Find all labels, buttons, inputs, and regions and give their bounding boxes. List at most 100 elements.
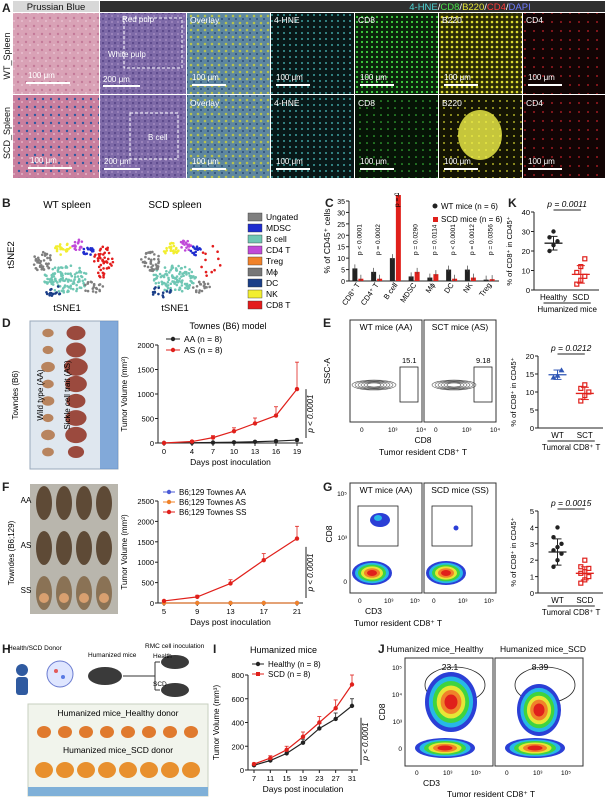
tsne-dot	[52, 275, 56, 278]
x-tick-label: 9	[195, 607, 199, 616]
x-tick-label: SCD	[576, 596, 593, 605]
y-tick-label: 0	[530, 589, 534, 598]
tsne-dot	[49, 258, 52, 262]
tumor	[56, 762, 74, 778]
tsne-dot	[42, 267, 45, 271]
tsne-dot	[174, 247, 178, 251]
mouse	[96, 486, 112, 520]
facs-subtitle: Tumor resident CD8⁺ T	[379, 447, 467, 457]
tsne-dot	[191, 286, 195, 289]
data-point	[300, 734, 306, 739]
svg-text:B220: B220	[442, 98, 462, 108]
data-point	[582, 256, 588, 262]
tsne-dot	[78, 279, 81, 282]
tsne-dot	[82, 271, 86, 275]
tumor	[42, 345, 54, 355]
tsne-dot	[78, 248, 81, 251]
x-tick-label: 0	[432, 598, 436, 605]
svg-text:Sickle cell trait (AS): Sickle cell trait (AS)	[63, 360, 72, 430]
svg-text:SS: SS	[21, 586, 32, 595]
tsne-dot	[69, 272, 72, 275]
tsne-dot	[180, 289, 184, 293]
svg-text:WT spleen: WT spleen	[43, 200, 91, 211]
x-axis-label: Days post inoculation	[263, 784, 344, 794]
x-tick-label: 10³	[458, 598, 468, 605]
data-point	[578, 398, 584, 404]
tsne-dot	[46, 281, 50, 284]
tsne-dot	[102, 267, 105, 270]
tsne-dot	[61, 279, 65, 282]
svg-text:RMC cell inoculation: RMC cell inoculation	[145, 643, 205, 650]
legend-entry: B6;129 Townes AA	[179, 488, 247, 497]
tsne-dot	[48, 280, 52, 283]
tsne-dot	[73, 240, 77, 244]
tsne-dot	[165, 290, 169, 293]
x-tick-label: 0	[434, 427, 438, 434]
data-point	[547, 248, 552, 254]
facs-subtitle: Tumor resident CD8⁺ T	[447, 789, 535, 799]
tsne-dot	[164, 272, 167, 276]
tsne-dot	[36, 261, 39, 264]
tsne-dot	[98, 249, 102, 252]
tsne-dot	[195, 245, 199, 249]
tsne-dot	[69, 284, 73, 288]
panel-h-schematic: Health/SCD Donor Humanized mice RMC cell…	[8, 643, 209, 797]
tsne-dot	[195, 285, 199, 288]
tsne-dot	[147, 257, 151, 261]
tsne-dot	[194, 250, 198, 254]
y-tick-label: 500	[141, 579, 154, 588]
tsne-dot	[56, 285, 60, 288]
tsne-dot	[144, 252, 148, 255]
svg-text:Humanized mice: Humanized mice	[88, 652, 137, 659]
bar	[464, 269, 470, 281]
p-value: p < 0.0001	[361, 722, 370, 761]
x-tick-label: Healthy	[540, 293, 567, 302]
tsne-dot	[187, 272, 191, 275]
x-tick-label: WT	[551, 431, 564, 440]
tsne-dot	[41, 250, 45, 254]
tsne-dot	[36, 256, 40, 260]
x-tick-label: 10³	[462, 427, 472, 434]
legend-entry: Mϕ	[266, 267, 278, 277]
y-tick-label: 600	[231, 695, 244, 704]
mouse	[76, 531, 92, 565]
tile-cd8-scd	[355, 95, 438, 178]
data-point	[349, 703, 355, 709]
tsne-dot	[69, 264, 73, 268]
legend-entry: B6;129 Townes SS	[179, 508, 246, 517]
svg-text:100 μm: 100 μm	[276, 157, 303, 166]
svg-text:Humanized mice_SCD donor: Humanized mice_SCD donor	[63, 745, 173, 755]
data-point	[294, 437, 300, 443]
svg-text:tSNE2: tSNE2	[6, 241, 17, 268]
data-point	[294, 536, 300, 541]
y-tick-label: 10⁴	[392, 692, 402, 699]
x-tick-label: 5	[162, 607, 166, 616]
mouse	[96, 531, 112, 565]
tsne-dot	[63, 285, 66, 289]
tumor	[77, 762, 95, 778]
y-tick-label: 10	[337, 256, 345, 263]
tumor	[65, 426, 87, 444]
legend-entry: MDSC	[266, 223, 291, 233]
tsne-dot	[43, 280, 46, 283]
data-point	[582, 557, 588, 563]
tumor	[163, 726, 177, 738]
x-tick-label: 13	[251, 447, 259, 456]
bar	[446, 269, 452, 281]
tsne-dot	[110, 257, 114, 261]
data-point	[252, 421, 258, 426]
tsne-dot	[74, 245, 77, 248]
x-tick-label: 10³	[384, 598, 394, 605]
y-tick-label: 0	[150, 439, 154, 448]
tsne-dot	[162, 295, 165, 299]
tumor	[98, 762, 116, 778]
gate-value: 15.1	[402, 356, 417, 365]
y-tick-label: 40	[522, 208, 530, 217]
tsne-dot	[79, 274, 83, 278]
y-tick-label: 10³	[338, 535, 348, 542]
tsne-dot	[197, 291, 201, 294]
panel-d-line-chart: 0 500 1000 1500 2000 0 4 7 10 13 16 19 Tumor Volume …	[120, 321, 315, 467]
tsne-dot	[201, 251, 205, 254]
tsne-dot	[67, 278, 71, 282]
tsne-dot	[143, 260, 146, 264]
